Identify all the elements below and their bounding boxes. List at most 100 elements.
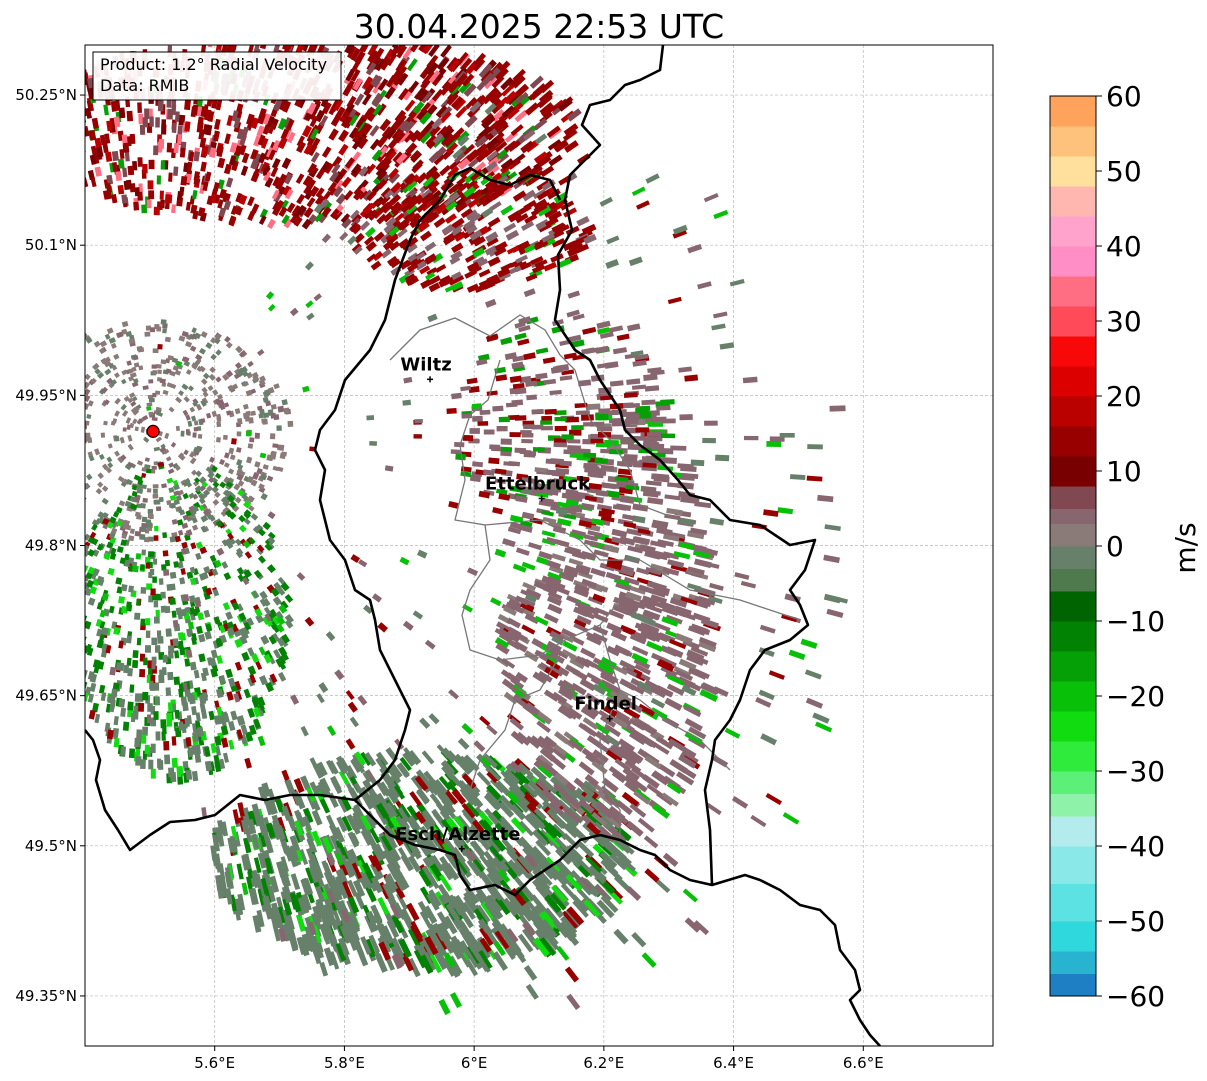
- echo-gate: [258, 215, 267, 225]
- echo-gate: [24, 409, 30, 416]
- echo-gate: [283, 407, 290, 415]
- echo-gate: [126, 635, 132, 644]
- echo-gate: [227, 384, 234, 392]
- echo-gate: [218, 207, 227, 218]
- echo-gate: [110, 379, 118, 386]
- echo-gate: [269, 433, 276, 440]
- echo-gate: [99, 340, 108, 348]
- echo-gate: [124, 463, 132, 471]
- echo-gate: [141, 516, 148, 523]
- echo-gate: [127, 443, 134, 451]
- echo-gate: [68, 103, 76, 115]
- echo-gate: [76, 74, 84, 86]
- echo-gate: [46, 165, 53, 175]
- echo-gate: [182, 702, 189, 712]
- echo-gate: [141, 549, 147, 556]
- echo-gate: [131, 381, 139, 388]
- echo-gate: [180, 430, 185, 437]
- echo-gate: [155, 506, 162, 512]
- echo-gate: [32, 436, 37, 441]
- echo-gate: [62, 495, 68, 501]
- echo-gate: [189, 451, 196, 458]
- echo-gate: [581, 414, 594, 421]
- echo-gate: [48, 410, 54, 415]
- echo-gate: [31, 481, 38, 488]
- echo-gate: [169, 571, 177, 579]
- echo-gate: [185, 414, 191, 421]
- echo-gate: [173, 143, 179, 154]
- echo-gate: [130, 713, 136, 723]
- echo-gate: [52, 488, 59, 495]
- echo-gate: [229, 454, 236, 461]
- echo-gate: [45, 408, 51, 413]
- echo-gate: [219, 458, 226, 466]
- echo-gate: [163, 448, 170, 455]
- echo-gate: [182, 409, 189, 417]
- echo-gate: [249, 437, 255, 443]
- echo-gate: [120, 378, 127, 385]
- echo-gate: [264, 176, 274, 188]
- echo-gate: [302, 175, 313, 187]
- echo-gate: [523, 424, 535, 430]
- echo-gate: [53, 351, 60, 358]
- echo-gate: [149, 568, 155, 576]
- echo-gate: [167, 645, 175, 654]
- echo-gate: [53, 155, 62, 166]
- echo-gate: [214, 398, 222, 406]
- echo-gate: [598, 408, 611, 415]
- echo-gate: [189, 457, 197, 465]
- echo-gate: [50, 494, 57, 500]
- echo-gate: [114, 397, 122, 405]
- echo-gate: [106, 456, 113, 463]
- echo-gate: [68, 438, 73, 444]
- echo-gate: [501, 84, 515, 97]
- echo-gate: [107, 462, 114, 469]
- echo-gate: [103, 360, 112, 368]
- echo-gate: [169, 597, 176, 606]
- echo-gate: [32, 144, 40, 155]
- echo-gate: [24, 456, 30, 463]
- echo-gate: [331, 156, 343, 168]
- echo-gate: [166, 382, 173, 388]
- echo-gate: [116, 331, 124, 338]
- echo-gate: [275, 199, 285, 211]
- echo-gate: [183, 396, 190, 403]
- echo-gate: [278, 444, 285, 451]
- echo-gate: [223, 452, 230, 459]
- echo-gate: [121, 328, 128, 335]
- echo-gate: [532, 447, 545, 452]
- echo-gate: [151, 416, 158, 422]
- echo-gate: [162, 550, 169, 557]
- echo-gate: [146, 468, 152, 474]
- echo-gate: [76, 638, 84, 647]
- echo-gate: [51, 169, 58, 179]
- echo-gate: [46, 489, 53, 495]
- echo-gate: [105, 151, 113, 162]
- echo-gate: [175, 465, 181, 471]
- echo-gate: [128, 392, 136, 399]
- echo-gate: [151, 637, 158, 646]
- echo-gate: [110, 420, 116, 426]
- echo-gate: [259, 45, 269, 46]
- echo-gate: [117, 475, 125, 483]
- echo-gate: [199, 477, 207, 485]
- echo-gate: [545, 458, 560, 465]
- echo-gate: [273, 45, 282, 53]
- echo-gate: [80, 426, 84, 432]
- echo-gate: [177, 529, 184, 536]
- echo-gate: [127, 397, 134, 404]
- echo-gate: [150, 743, 156, 754]
- echo-gate: [455, 453, 466, 461]
- echo-gate: [47, 413, 52, 418]
- echo-gate: [242, 371, 249, 378]
- echo-gate: [153, 711, 159, 720]
- echo-gate: [152, 494, 158, 499]
- echo-gate: [60, 377, 67, 384]
- echo-gate: [123, 519, 131, 526]
- echo-gate: [170, 383, 177, 390]
- echo-gate: [262, 170, 272, 182]
- echo-gate: [441, 132, 455, 146]
- echo-gate: [28, 113, 37, 125]
- echo-gate: [359, 45, 369, 53]
- echo-gate: [157, 369, 162, 375]
